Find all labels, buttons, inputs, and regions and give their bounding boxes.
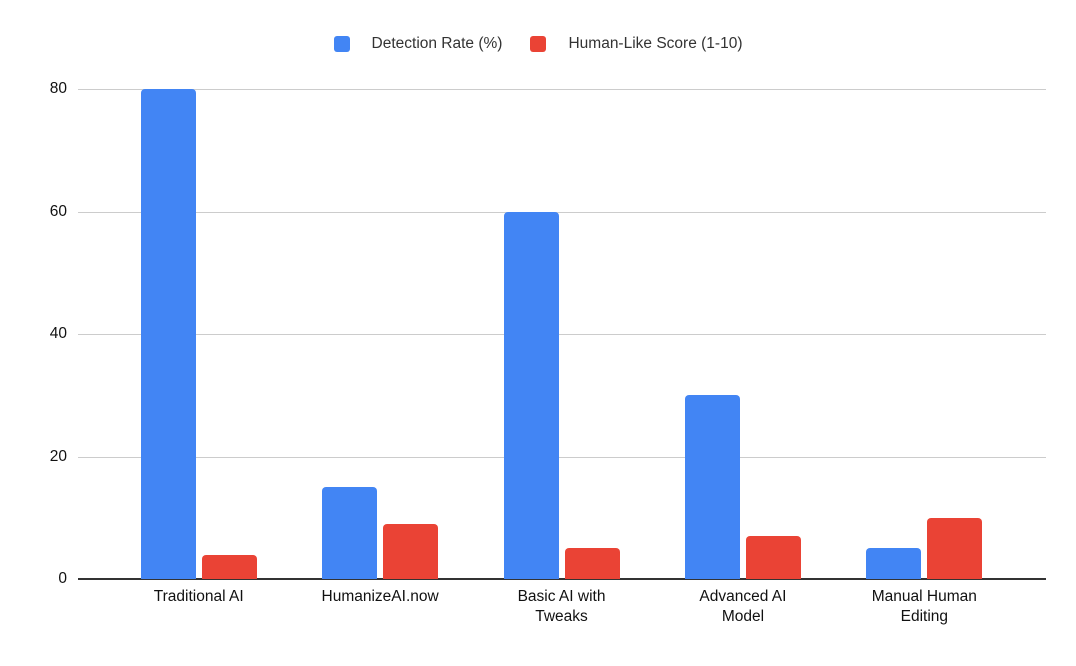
x-tick-label-humanizeai-now: HumanizeAI.now bbox=[321, 588, 439, 605]
y-tick-label-80: 80 bbox=[49, 80, 67, 97]
bar-detection-rate-basic-ai-with-tweaks[interactable] bbox=[503, 211, 559, 579]
x-label-cell-advanced-ai-model: Advanced AI Model bbox=[652, 587, 833, 627]
bar-group-traditional-ai bbox=[108, 89, 289, 579]
chart-legend: Detection Rate (%) Human-Like Score (1-1… bbox=[0, 35, 1076, 52]
bar-human-like-score-1-10-humanizeai-now[interactable] bbox=[383, 523, 439, 579]
x-axis-baseline bbox=[78, 578, 1046, 580]
bar-human-like-score-1-10-basic-ai-with-tweaks[interactable] bbox=[564, 548, 620, 579]
x-axis-labels: Traditional AI HumanizeAI.now Basic AI wit… bbox=[108, 587, 1015, 627]
gridline-80 bbox=[78, 89, 1046, 90]
x-tick-label-advanced-ai-model: Advanced AI Model bbox=[699, 588, 787, 625]
bar-detection-rate-humanizeai-now[interactable] bbox=[322, 487, 378, 579]
x-label-cell-humanizeai-now: HumanizeAI.now bbox=[289, 587, 470, 627]
x-label-cell-traditional-ai: Traditional AI bbox=[108, 587, 289, 627]
x-tick-label-traditional-ai: Traditional AI bbox=[153, 588, 244, 605]
bar-detection-rate-traditional-ai[interactable] bbox=[140, 89, 196, 579]
bar-group-basic-ai-with-tweaks bbox=[471, 89, 652, 579]
gridline-40 bbox=[78, 334, 1046, 335]
plot-area bbox=[78, 89, 1046, 580]
gridline-60 bbox=[78, 211, 1046, 213]
x-tick-label-basic-ai-with-tweaks: Basic AI with Tweaks bbox=[517, 588, 606, 625]
legend-swatch-human-like-score-icon bbox=[530, 35, 547, 52]
legend-item-human-like-score[interactable]: Human-Like Score (1-10) bbox=[530, 35, 742, 52]
legend-label-detection-rate: Detection Rate (%) bbox=[371, 35, 503, 52]
legend-item-detection-rate[interactable]: Detection Rate (%) bbox=[333, 35, 503, 52]
y-tick-label-0: 0 bbox=[58, 570, 67, 587]
bar-group-manual-human-editing bbox=[834, 89, 1015, 579]
x-label-cell-manual-human-editing: Manual Human Editing bbox=[834, 587, 1015, 627]
bar-human-like-score-1-10-traditional-ai[interactable] bbox=[201, 554, 257, 579]
y-tick-label-60: 60 bbox=[49, 202, 67, 220]
x-tick-label-manual-human-editing: Manual Human Editing bbox=[871, 588, 977, 625]
bar-human-like-score-1-10-advanced-ai-model[interactable] bbox=[745, 536, 801, 579]
bar-human-like-score-1-10-manual-human-editing[interactable] bbox=[927, 517, 983, 579]
bars-area bbox=[108, 89, 1015, 579]
bar-detection-rate-advanced-ai-model[interactable] bbox=[684, 395, 740, 579]
y-tick-label-20: 20 bbox=[49, 447, 67, 465]
y-tick-label-40: 40 bbox=[49, 325, 67, 342]
bar-group-advanced-ai-model bbox=[652, 89, 833, 579]
x-label-cell-basic-ai-with-tweaks: Basic AI with Tweaks bbox=[471, 587, 652, 627]
legend-swatch-detection-rate-icon bbox=[333, 35, 350, 52]
legend-label-human-like-score: Human-Like Score (1-10) bbox=[568, 35, 743, 52]
bar-group-humanizeai-now bbox=[289, 89, 470, 579]
gridline-20 bbox=[78, 456, 1046, 458]
bar-detection-rate-manual-human-editing[interactable] bbox=[866, 548, 922, 579]
